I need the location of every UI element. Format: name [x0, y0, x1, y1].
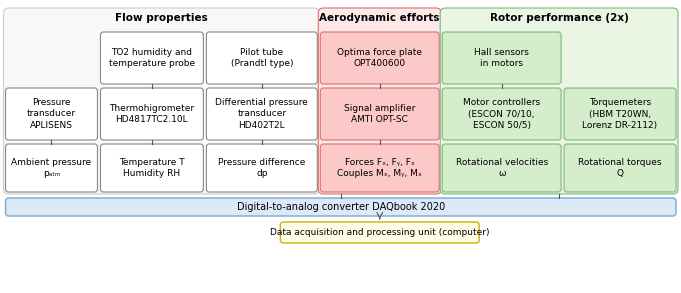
Text: TO2 humidity and
temperature probe: TO2 humidity and temperature probe [109, 47, 195, 68]
Text: Thermohigrometer
HD4817TC2.10L: Thermohigrometer HD4817TC2.10L [110, 104, 195, 125]
FancyBboxPatch shape [206, 88, 317, 140]
FancyBboxPatch shape [206, 32, 317, 84]
Text: Ambient pressure
pₐₜₘ: Ambient pressure pₐₜₘ [12, 158, 91, 178]
Text: Motor controllers
(ESCON 70/10,
ESCON 50/5): Motor controllers (ESCON 70/10, ESCON 50… [463, 98, 540, 130]
FancyBboxPatch shape [5, 88, 97, 140]
FancyBboxPatch shape [442, 88, 561, 140]
Text: Torquemeters
(HBM T20WN,
Lorenz DR-2112): Torquemeters (HBM T20WN, Lorenz DR-2112) [582, 98, 658, 130]
Text: Data acquisition and processing unit (computer): Data acquisition and processing unit (co… [270, 228, 490, 237]
Text: Digital-to-analog converter DAQbook 2020: Digital-to-analog converter DAQbook 2020 [236, 202, 445, 212]
Text: Pressure difference
dp: Pressure difference dp [218, 158, 306, 178]
Text: Aerodynamic efforts: Aerodynamic efforts [319, 13, 440, 23]
FancyBboxPatch shape [101, 144, 204, 192]
Text: Rotational velocities
ω: Rotational velocities ω [456, 158, 548, 178]
Text: Rotational torques
Q: Rotational torques Q [578, 158, 662, 178]
Text: Differential pressure
transducer
HD402T2L: Differential pressure transducer HD402T2… [215, 98, 308, 130]
FancyBboxPatch shape [320, 88, 439, 140]
FancyBboxPatch shape [5, 144, 97, 192]
FancyBboxPatch shape [442, 32, 561, 84]
FancyBboxPatch shape [564, 144, 676, 192]
FancyBboxPatch shape [442, 144, 561, 192]
FancyBboxPatch shape [318, 8, 441, 194]
Text: Hall sensors
in motors: Hall sensors in motors [474, 47, 529, 68]
FancyBboxPatch shape [3, 8, 319, 194]
Text: Forces Fₓ, Fᵧ, Fₓ
Couples Mₓ, Mᵧ, Mₓ: Forces Fₓ, Fᵧ, Fₓ Couples Mₓ, Mᵧ, Mₓ [337, 158, 422, 178]
Text: Optima force plate
OPT400600: Optima force plate OPT400600 [337, 47, 422, 68]
FancyBboxPatch shape [440, 8, 678, 194]
FancyBboxPatch shape [320, 32, 439, 84]
FancyBboxPatch shape [320, 144, 439, 192]
Text: Pressure
transducer
APLISENS: Pressure transducer APLISENS [27, 98, 76, 130]
Text: Flow properties: Flow properties [115, 13, 208, 23]
Text: Pilot tube
(Prandtl type): Pilot tube (Prandtl type) [231, 47, 293, 68]
FancyBboxPatch shape [564, 88, 676, 140]
FancyBboxPatch shape [281, 222, 479, 243]
Text: Rotor performance (2x): Rotor performance (2x) [490, 13, 629, 23]
Text: Signal amplifier
AMTI OPT-SC: Signal amplifier AMTI OPT-SC [344, 104, 415, 125]
FancyBboxPatch shape [101, 32, 204, 84]
Text: Temperature T
Humidity RH: Temperature T Humidity RH [119, 158, 185, 178]
FancyBboxPatch shape [101, 88, 204, 140]
FancyBboxPatch shape [5, 198, 676, 216]
FancyBboxPatch shape [206, 144, 317, 192]
